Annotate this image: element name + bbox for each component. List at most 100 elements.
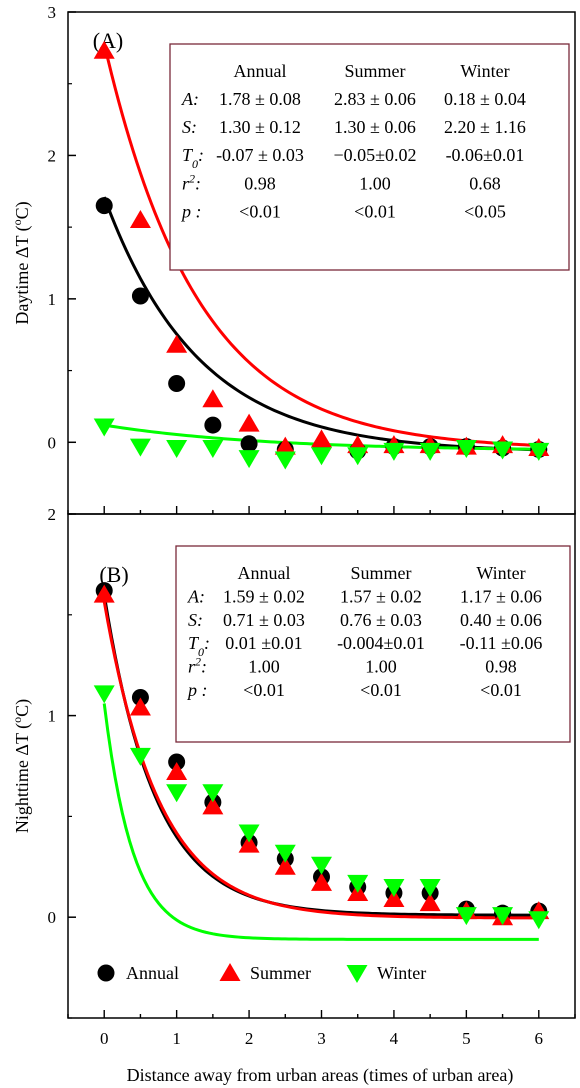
- stats-row-label: r2:: [182, 171, 201, 193]
- data-point-summer: [274, 856, 296, 875]
- data-point-summer: [166, 334, 188, 353]
- y-tick-label: 0: [48, 908, 57, 927]
- data-point-winter: [311, 856, 332, 875]
- stats-row-label: A:: [187, 586, 205, 606]
- data-point-summer: [129, 209, 151, 228]
- stats-value: 1.57 ± 0.02: [340, 586, 422, 606]
- stats-value: 0.76 ± 0.03: [340, 610, 422, 630]
- data-point-winter: [166, 784, 188, 803]
- data-point-winter: [347, 447, 369, 466]
- x-tick-label: 2: [245, 1029, 254, 1048]
- stats-value: −0.05±0.02: [333, 145, 416, 165]
- y-axis-label: Daytime ΔT (oC): [10, 201, 33, 324]
- legend-marker-summer: [219, 963, 241, 981]
- stats-row-label: A:: [181, 89, 199, 109]
- data-point-winter: [93, 418, 115, 437]
- y-tick-label: 3: [48, 3, 57, 22]
- stats-header: Winter: [460, 61, 509, 81]
- y-tick-label: 2: [48, 505, 57, 524]
- stats-value: -0.11 ±0.06: [460, 633, 543, 653]
- stats-row-label: T0:: [188, 633, 210, 659]
- data-point-winter: [202, 784, 224, 803]
- stats-row-label: r2:: [188, 655, 207, 677]
- stats-header: Summer: [345, 61, 406, 81]
- legend-marker-annual: [97, 964, 115, 982]
- stats-value: 2.83 ± 0.06: [334, 89, 416, 109]
- data-point-winter: [166, 440, 188, 459]
- stats-value: 0.68: [469, 173, 501, 193]
- stats-value: 0.98: [485, 657, 517, 677]
- data-point-winter: [383, 878, 405, 897]
- data-point-summer: [202, 796, 224, 815]
- data-point-summer: [383, 889, 405, 908]
- data-point-winter: [274, 844, 296, 863]
- data-point-winter: [274, 451, 296, 470]
- stats-value: -0.07 ± 0.03: [216, 145, 304, 165]
- data-point-winter: [202, 440, 224, 459]
- stats-table-box: [175, 545, 571, 743]
- data-point-summer: [166, 762, 188, 781]
- stats-row-label: S:: [188, 610, 203, 630]
- data-point-winter: [528, 911, 550, 930]
- legend-marker-winter: [346, 965, 368, 983]
- data-point-winter: [311, 447, 332, 466]
- x-tick-label: 6: [535, 1029, 544, 1048]
- data-point-winter: [129, 438, 151, 457]
- data-point-summer: [311, 872, 332, 891]
- data-point-summer: [419, 893, 441, 912]
- stats-value: 0.01 ±0.01: [225, 633, 302, 653]
- stats-value: 0.18 ± 0.04: [444, 89, 526, 109]
- data-point-winter: [347, 874, 369, 893]
- stats-value: <0.01: [360, 680, 402, 700]
- stats-row-label: T0:: [182, 145, 204, 171]
- stats-value: 1.30 ± 0.06: [334, 117, 416, 137]
- stats-value: 0.98: [244, 173, 276, 193]
- stats-header: Annual: [234, 61, 287, 81]
- data-point-winter: [238, 824, 260, 843]
- stats-value: -0.06±0.01: [446, 145, 525, 165]
- stats-value: 0.40 ± 0.06: [460, 610, 542, 630]
- stats-value: 1.00: [248, 657, 280, 677]
- stats-header: Winter: [476, 563, 525, 583]
- data-point-winter: [419, 442, 441, 461]
- data-point-summer: [202, 389, 224, 408]
- stats-row-label: p :: [180, 201, 202, 221]
- data-point-winter: [455, 907, 477, 926]
- stats-header: Annual: [238, 563, 291, 583]
- data-point-winter: [129, 747, 151, 766]
- stats-header: Summer: [351, 563, 412, 583]
- y-axis-label: Nighttime ΔT (oC): [10, 699, 33, 833]
- x-tick-label: 1: [172, 1029, 181, 1048]
- stats-row-label: S:: [182, 117, 197, 137]
- x-tick-label: 4: [390, 1029, 399, 1048]
- data-point-summer: [238, 834, 260, 853]
- data-point-annual: [95, 197, 113, 215]
- data-point-annual: [131, 688, 149, 706]
- data-point-summer: [238, 413, 260, 432]
- y-tick-label: 0: [48, 433, 57, 452]
- stats-value: <0.01: [354, 201, 396, 221]
- stats-value: <0.01: [243, 680, 285, 700]
- stats-value: 2.20 ± 1.16: [444, 117, 526, 137]
- legend: Annual Summer Winter: [97, 963, 426, 983]
- stats-table-box: [169, 43, 570, 271]
- y-tick-label: 1: [48, 707, 57, 726]
- data-point-winter: [528, 442, 550, 461]
- data-point-winter: [238, 450, 260, 469]
- stats-value: <0.01: [480, 680, 522, 700]
- x-tick-label: 0: [100, 1029, 109, 1048]
- data-point-summer: [93, 584, 115, 603]
- stats-value: <0.01: [239, 201, 281, 221]
- data-point-summer: [129, 697, 151, 716]
- legend-label: Summer: [250, 963, 311, 983]
- data-point-summer: [311, 429, 332, 448]
- stats-value: 1.00: [365, 657, 397, 677]
- data-point-summer: [274, 436, 296, 455]
- data-point-annual: [168, 374, 186, 392]
- stats-value: -0.004±0.01: [337, 633, 425, 653]
- stats-value: 0.71 ± 0.03: [223, 610, 305, 630]
- stats-value: 1.17 ± 0.06: [460, 586, 542, 606]
